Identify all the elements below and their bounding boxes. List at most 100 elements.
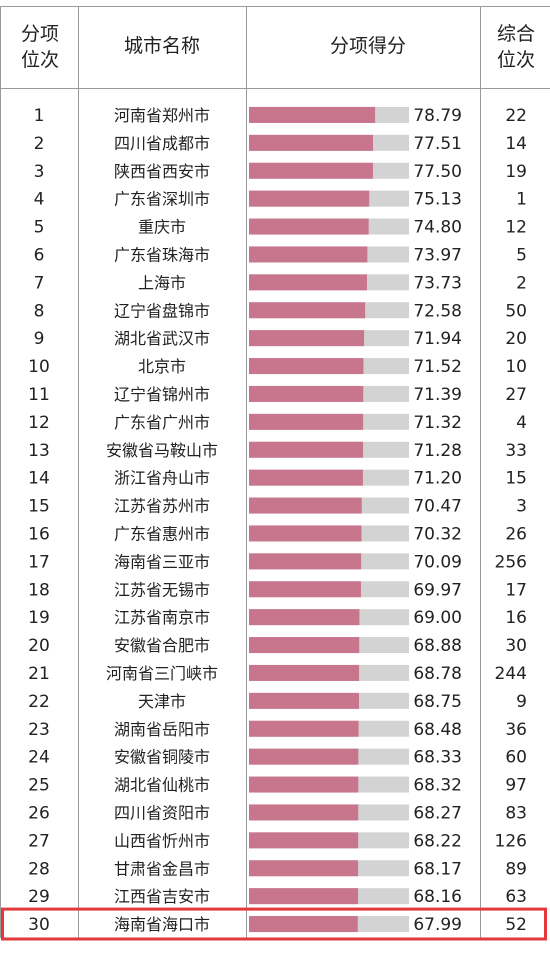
score-label: 70.09 <box>413 552 462 572</box>
overall-rank-label: 2 <box>516 273 527 293</box>
score-bar <box>249 413 364 430</box>
overall-rank-label: 9 <box>516 692 527 712</box>
score-label: 73.97 <box>413 245 462 265</box>
score-label: 71.20 <box>413 469 462 489</box>
score-bar <box>249 358 364 375</box>
table-row: 12 广东省广州市 71.32 4 <box>28 413 527 433</box>
city-label: 天津市 <box>138 692 186 711</box>
city-label: 辽宁省锦州市 <box>114 385 210 404</box>
score-label: 68.88 <box>413 636 462 656</box>
score-label: 70.32 <box>413 524 462 544</box>
rank-label: 26 <box>28 803 50 823</box>
overall-rank-label: 89 <box>505 859 527 879</box>
rank-label: 5 <box>34 218 45 238</box>
overall-rank-label: 83 <box>505 803 527 823</box>
table-row: 1 河南省郑州市 78.79 22 <box>34 106 527 126</box>
table-row: 26 四川省资阳市 68.27 83 <box>28 803 527 823</box>
rank-label: 1 <box>34 106 45 126</box>
city-label: 广东省深圳市 <box>114 190 210 209</box>
score-bar <box>249 609 360 626</box>
score-bar <box>249 134 374 151</box>
score-label: 71.39 <box>413 385 462 405</box>
table-row: 4 广东省深圳市 75.13 1 <box>34 190 527 210</box>
table-row: 8 辽宁省盘锦市 72.58 50 <box>34 301 527 321</box>
rank-label: 21 <box>28 664 50 684</box>
city-label: 浙江省舟山市 <box>114 469 210 488</box>
city-label: 江苏省苏州市 <box>114 497 210 516</box>
city-label: 海南省海口市 <box>114 915 210 934</box>
overall-rank-label: 20 <box>505 329 527 349</box>
score-label: 72.58 <box>413 301 462 321</box>
city-label: 湖北省仙桃市 <box>114 776 210 795</box>
city-label: 广东省广州市 <box>114 413 210 432</box>
score-bar <box>249 776 359 793</box>
city-label: 北京市 <box>138 357 186 376</box>
overall-rank-label: 14 <box>505 134 527 154</box>
table-row: 5 重庆市 74.80 12 <box>34 218 527 238</box>
overall-rank-label: 5 <box>516 245 527 265</box>
rank-label: 2 <box>34 134 45 154</box>
score-label: 77.51 <box>413 134 462 154</box>
score-label: 69.97 <box>413 580 462 600</box>
table-row: 14 浙江省舟山市 71.20 15 <box>28 469 527 489</box>
table-row: 25 湖北省仙桃市 68.32 97 <box>28 776 527 796</box>
table-row: 22 天津市 68.75 9 <box>28 692 527 712</box>
header-rank-line2: 位次 <box>21 49 59 71</box>
rank-label: 27 <box>28 831 50 851</box>
table-row: 2 四川省成都市 77.51 14 <box>34 134 527 154</box>
rank-label: 15 <box>28 497 50 517</box>
overall-rank-label: 22 <box>505 106 527 126</box>
overall-rank-label: 15 <box>505 469 527 489</box>
city-label: 江苏省南京市 <box>114 608 210 627</box>
rank-label: 24 <box>28 748 50 768</box>
rank-label: 9 <box>34 329 45 349</box>
rank-label: 13 <box>28 441 50 461</box>
table-header: 分项 位次 城市名称 分项得分 综合 位次 <box>21 23 535 71</box>
score-bar <box>249 525 362 542</box>
score-label: 68.33 <box>413 748 462 768</box>
score-bar <box>249 274 367 291</box>
rank-label: 7 <box>34 273 45 293</box>
city-label: 上海市 <box>138 273 186 292</box>
table-row: 6 广东省珠海市 73.97 5 <box>34 245 527 265</box>
table-row: 3 陕西省西安市 77.50 19 <box>34 162 527 182</box>
score-bar <box>249 469 363 486</box>
city-label: 陕西省西安市 <box>114 162 210 181</box>
header-overall-line2: 位次 <box>497 49 535 71</box>
city-label: 江西省吉安市 <box>114 887 210 906</box>
score-label: 75.13 <box>413 190 462 210</box>
overall-rank-label: 16 <box>505 608 527 628</box>
rank-label: 3 <box>34 162 45 182</box>
score-label: 67.99 <box>413 915 462 935</box>
city-label: 安徽省马鞍山市 <box>106 441 218 460</box>
score-bar <box>249 246 368 263</box>
rank-label: 12 <box>28 413 50 433</box>
city-label: 山西省忻州市 <box>114 831 210 850</box>
header-overall-line1: 综合 <box>497 23 535 45</box>
highlight-layer <box>1 907 547 941</box>
highlight-box <box>1 907 547 941</box>
header-rank-line1: 分项 <box>21 23 59 45</box>
overall-rank-label: 63 <box>505 887 527 907</box>
table-grid <box>0 6 550 938</box>
score-label: 68.22 <box>413 831 462 851</box>
rank-label: 10 <box>28 357 50 377</box>
table-row: 19 江苏省南京市 69.00 16 <box>28 608 527 628</box>
overall-rank-label: 17 <box>505 580 527 600</box>
table-row: 16 广东省惠州市 70.32 26 <box>28 524 527 544</box>
overall-rank-label: 60 <box>505 748 527 768</box>
score-bar <box>249 302 366 319</box>
rank-label: 14 <box>28 469 50 489</box>
table-row: 28 甘肃省金昌市 68.17 89 <box>28 859 527 879</box>
rank-label: 29 <box>28 887 50 907</box>
overall-rank-label: 30 <box>505 636 527 656</box>
overall-rank-label: 12 <box>505 218 527 238</box>
score-bar <box>249 637 360 654</box>
city-label: 广东省珠海市 <box>114 245 210 264</box>
city-label: 广东省惠州市 <box>114 524 210 543</box>
rank-label: 22 <box>28 692 50 712</box>
table-row: 17 海南省三亚市 70.09 256 <box>28 552 527 572</box>
score-bar <box>249 190 370 207</box>
city-label: 海南省三亚市 <box>114 552 210 571</box>
rank-label: 25 <box>28 776 50 796</box>
